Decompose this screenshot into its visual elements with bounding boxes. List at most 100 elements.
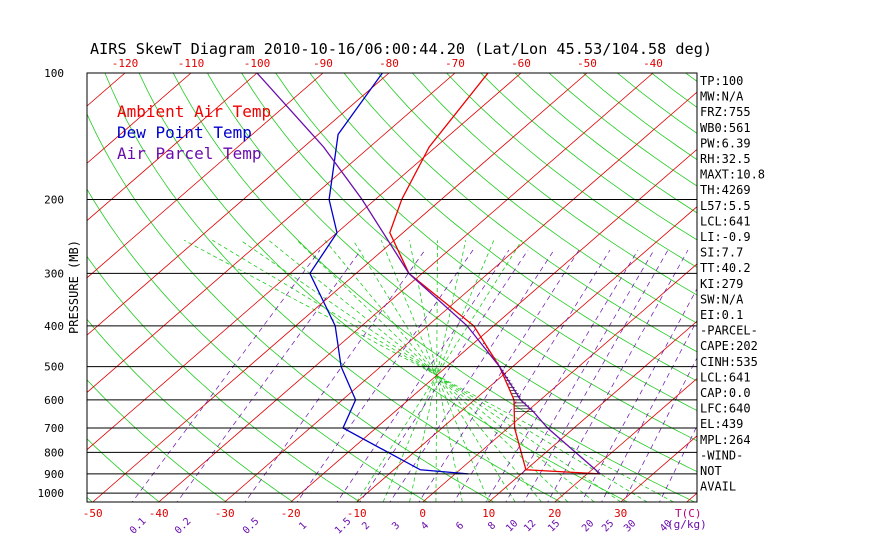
stat-item: EL:439 bbox=[700, 417, 743, 431]
stat-item: SI:7.7 bbox=[700, 246, 743, 260]
mixing-ratio-tick-label: 0.1 bbox=[128, 516, 149, 537]
mixing-ratio-tick-label: 25 bbox=[600, 518, 616, 534]
bottom-temperature-tick-labels: -50 -40 -30 -20 -10 0 10 20 30 bbox=[83, 507, 628, 520]
mixing-ratio-line bbox=[296, 249, 474, 502]
stat-item: TP:100 bbox=[700, 74, 743, 88]
bottom-temperature-tick-label: -20 bbox=[281, 507, 301, 520]
mixing-ratio-tick-label: 1 bbox=[297, 520, 309, 532]
top-temperature-tick-labels: -120 -110 -100 -90 -80 -70 -60 -50 -40 bbox=[112, 57, 663, 70]
stat-item: LCL:641 bbox=[700, 370, 751, 384]
legend: Ambient Air Temp Dew Point Temp Air Parcel… bbox=[117, 102, 271, 163]
pressure-tick-label: 600 bbox=[44, 394, 64, 407]
stat-item: PW:6.39 bbox=[700, 136, 751, 150]
moist-adiabat-line bbox=[380, 240, 490, 502]
dry-adiabat-line bbox=[87, 255, 361, 502]
dry-adiabat-line bbox=[754, 73, 870, 502]
mixing-ratio-line bbox=[659, 425, 697, 502]
top-temperature-tick-label: -80 bbox=[379, 57, 399, 70]
series-line bbox=[256, 73, 601, 475]
pressure-tick-label: 300 bbox=[44, 267, 64, 280]
mixing-ratio-line bbox=[505, 249, 655, 502]
bottom-temperature-tick-label: -10 bbox=[347, 507, 367, 520]
mixing-ratio-lines bbox=[131, 249, 697, 502]
dry-adiabat-line bbox=[104, 73, 561, 502]
bottom-temperature-tick-label: -50 bbox=[83, 507, 103, 520]
mixing-ratio-tick-label: 3 bbox=[390, 520, 402, 532]
stat-item: TH:4269 bbox=[700, 183, 751, 197]
dry-adiabat-line bbox=[412, 73, 697, 296]
stat-item: SW:N/A bbox=[700, 292, 744, 306]
moist-adiabat-line bbox=[240, 239, 621, 502]
dry-adiabat-line bbox=[309, 73, 697, 382]
dry-adiabat-line bbox=[87, 438, 160, 502]
bottom-temperature-tick-label: -30 bbox=[215, 507, 235, 520]
mixing-ratio-tick-label: 2 bbox=[360, 520, 372, 532]
pressure-tick-labels: 100 200 300 400 500 600 700 800 900 1000 bbox=[38, 67, 65, 500]
stat-item: TT:40.2 bbox=[700, 261, 751, 275]
top-temperature-tick-label: -60 bbox=[511, 57, 531, 70]
dry-adiabat-line bbox=[822, 73, 870, 502]
pressure-tick-label: 400 bbox=[44, 320, 64, 333]
legend-entry: Ambient Air Temp bbox=[117, 102, 271, 121]
stat-item: NOT bbox=[700, 464, 722, 478]
top-temperature-tick-label: -40 bbox=[643, 57, 663, 70]
moist-adiabat-line bbox=[409, 240, 467, 502]
mixing-ratio-tick-label: 4 bbox=[419, 520, 431, 532]
stat-item: FRZ:755 bbox=[700, 105, 751, 119]
bottom-temperature-tick-label: 0 bbox=[419, 507, 426, 520]
mixing-ratio-line bbox=[176, 249, 362, 502]
stat-item: AVAIL bbox=[700, 480, 736, 494]
mixing-ratio-line bbox=[244, 249, 426, 502]
dry-adiabat-line bbox=[377, 73, 697, 324]
stat-item: KI:279 bbox=[700, 277, 743, 291]
stat-item: MAXT:10.8 bbox=[700, 168, 765, 182]
temperature-unit-label: T(C) bbox=[675, 507, 702, 520]
pressure-tick-label: 100 bbox=[44, 67, 64, 80]
stat-item: CAPE:202 bbox=[700, 339, 758, 353]
isotherms bbox=[87, 73, 870, 502]
dry-adiabat-line bbox=[241, 73, 697, 442]
isotherm-line bbox=[753, 73, 870, 502]
bottom-temperature-tick-label: 30 bbox=[614, 507, 627, 520]
stat-item: EI:0.1 bbox=[700, 308, 743, 322]
dry-adiabat-line bbox=[0, 73, 25, 502]
mixing-ratio-line bbox=[389, 249, 555, 502]
dry-adiabat-line bbox=[87, 318, 294, 502]
isotherm-line bbox=[87, 73, 522, 451]
mixing-ratio-line bbox=[581, 288, 697, 502]
moist-adiabat-line bbox=[324, 239, 542, 502]
mixing-ratio-line bbox=[131, 249, 321, 502]
stat-item: LCL:641 bbox=[700, 214, 751, 228]
isotherm-line bbox=[356, 206, 697, 502]
isotherm-line bbox=[92, 73, 588, 502]
isotherm-line bbox=[87, 73, 126, 107]
mixing-ratio-tick-label: 6 bbox=[454, 520, 466, 532]
legend-entry: Air Parcel Temp bbox=[117, 144, 262, 163]
mixing-ratio-tick-label: 12 bbox=[522, 518, 538, 534]
moist-adiabat-line bbox=[212, 239, 648, 502]
bottom-temperature-tick-label: -40 bbox=[149, 507, 169, 520]
isotherm-line bbox=[488, 320, 697, 502]
dry-adiabat-line bbox=[87, 379, 227, 502]
mixing-ratio-tick-label: 30 bbox=[622, 518, 638, 534]
isotherm-line bbox=[290, 148, 697, 502]
isotherm-line bbox=[87, 73, 324, 279]
mixing-ratio-unit-label: (g/kg) bbox=[667, 518, 707, 531]
dry-adiabat-line bbox=[275, 73, 697, 412]
mixing-ratio-tick-label: 15 bbox=[546, 518, 562, 534]
mixing-ratio-line bbox=[336, 249, 510, 502]
stat-item: LFC:640 bbox=[700, 402, 751, 416]
top-temperature-tick-label: -110 bbox=[178, 57, 205, 70]
isotherm-line bbox=[87, 73, 456, 393]
stat-item: RH:32.5 bbox=[700, 152, 751, 166]
moist-adiabat-line bbox=[356, 239, 523, 502]
plot-frame bbox=[86, 72, 698, 503]
mixing-ratio-line bbox=[547, 249, 689, 502]
mixing-ratio-line bbox=[623, 357, 697, 502]
isotherm-line bbox=[158, 73, 654, 502]
stat-item: CINH:535 bbox=[700, 355, 758, 369]
mixing-ratio-line bbox=[485, 249, 639, 502]
moist-adiabat-line bbox=[382, 240, 495, 502]
stat-item: LI:-0.9 bbox=[700, 230, 751, 244]
